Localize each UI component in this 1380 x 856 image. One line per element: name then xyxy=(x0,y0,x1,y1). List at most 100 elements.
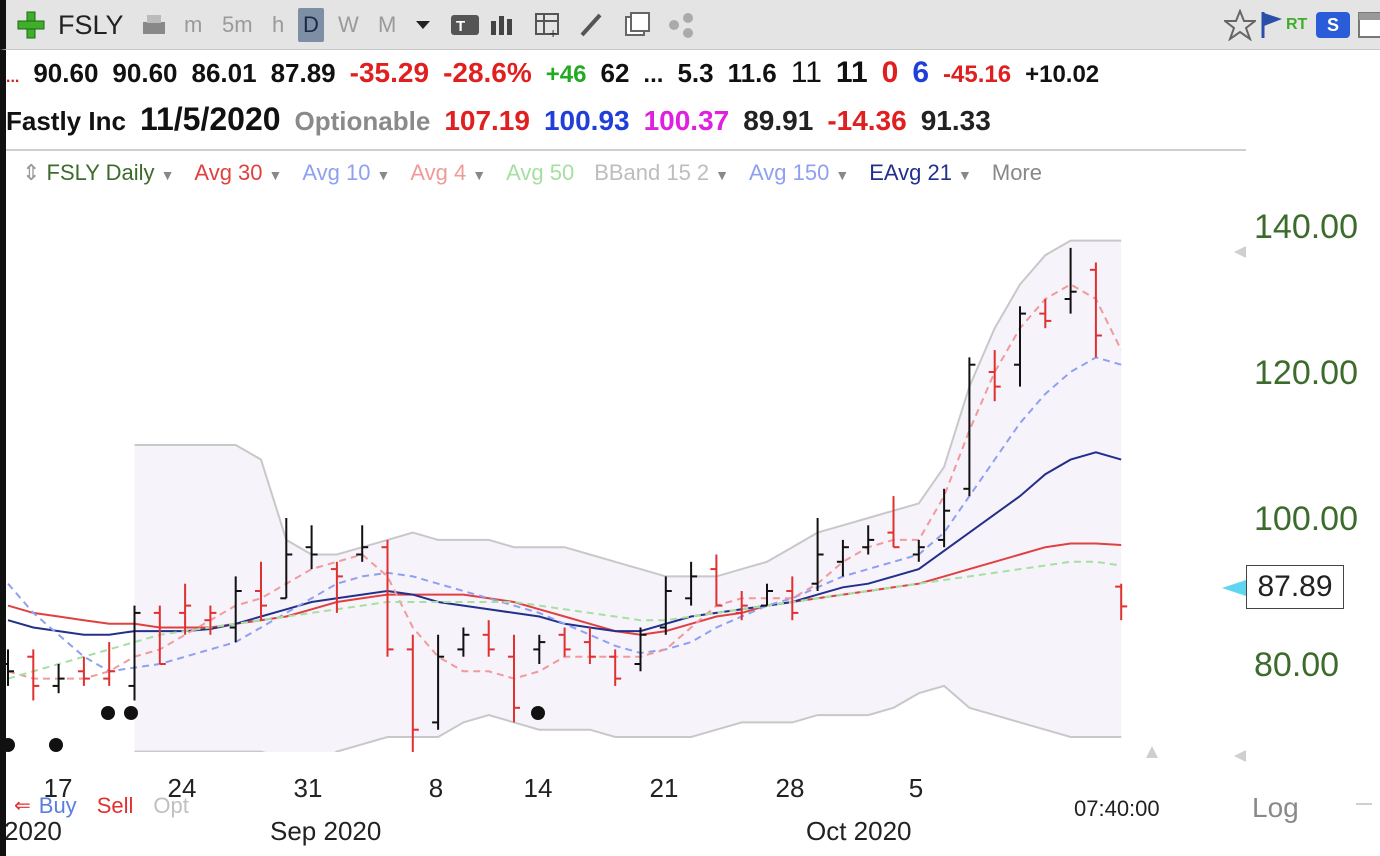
dropdown-icon[interactable]: ▼ xyxy=(958,167,972,183)
ohlc-bar xyxy=(280,518,293,600)
dropdown-icon[interactable]: ▼ xyxy=(835,167,850,183)
s-icon-label: S xyxy=(1316,12,1350,38)
period-weekly[interactable]: W xyxy=(338,12,359,37)
y-tick-label: 120.00 xyxy=(1254,354,1358,392)
quote-line2-8: 91.33 xyxy=(920,105,991,136)
ohlc-bar xyxy=(583,627,596,664)
legend-label: Avg 4 xyxy=(410,160,467,185)
quote-line1-2: 90.60 xyxy=(112,58,178,88)
legend-label: FSLY Daily xyxy=(46,160,155,185)
window-icon[interactable] xyxy=(1356,8,1380,42)
scroll-right-arrow[interactable] xyxy=(1234,246,1246,258)
window-left-border xyxy=(0,50,6,856)
series-line-bband-lower xyxy=(134,684,1122,752)
reorder-icon[interactable]: ⇕ xyxy=(22,160,47,185)
ohlc-bar xyxy=(887,496,900,549)
ohlc-bar xyxy=(988,350,1001,402)
scroll-right-arrow-lower[interactable] xyxy=(1234,750,1246,762)
scroll-up-arrow[interactable] xyxy=(1146,746,1158,758)
quote-line2-3: 107.19 xyxy=(444,105,530,136)
ohlc-bar xyxy=(330,561,343,613)
dropdown-arrow-icon[interactable] xyxy=(414,8,432,42)
x-tick-label: 31 xyxy=(294,773,323,803)
legend-label: Avg 10 xyxy=(302,160,371,185)
symbol-field[interactable]: FSLY xyxy=(58,9,124,40)
signal-dot xyxy=(101,706,115,720)
series-line-avg-30 xyxy=(7,542,1122,636)
series-line-bband-upper xyxy=(134,239,1122,578)
text-tool-icon[interactable]: T xyxy=(450,8,480,42)
legend-item-5[interactable]: BBand 15 2 ▼ xyxy=(594,160,729,186)
quote-line1-1: 90.60 xyxy=(33,58,99,88)
back-arrow-icon[interactable]: ⇐ xyxy=(14,795,31,817)
legend-item-4[interactable]: Avg 50 xyxy=(506,160,574,186)
period-daily[interactable]: D xyxy=(298,8,324,42)
plus-icon[interactable] xyxy=(16,8,46,42)
period-monthly[interactable]: M xyxy=(378,12,397,37)
flag-icon[interactable] xyxy=(1260,8,1284,42)
quote-line-1: ... 90.60 90.60 86.01 87.89 -35.29 -28.6% +46 62… xyxy=(6,56,1113,96)
ohlc-bar xyxy=(710,554,723,607)
quote-line1-9: ... xyxy=(643,61,664,88)
dropdown-icon[interactable]: ▼ xyxy=(715,167,730,183)
buy-button[interactable]: Buy xyxy=(38,793,77,818)
star-icon[interactable] xyxy=(1224,8,1256,42)
s-icon[interactable]: S xyxy=(1316,8,1350,42)
svg-text:T: T xyxy=(456,18,465,35)
ohlc-bar xyxy=(1115,583,1128,621)
period-minute[interactable]: m xyxy=(184,12,203,37)
ohlc-bar xyxy=(836,539,849,577)
y-tick-label: 140.00 xyxy=(1254,208,1358,246)
period-5minute[interactable]: 5m xyxy=(222,12,253,37)
ohlc-bar xyxy=(609,649,622,686)
legend-label: Avg 30 xyxy=(194,160,263,185)
quote-line2-6: 89.91 xyxy=(743,105,814,136)
legend-item-0[interactable]: ⇕ FSLY Daily ▼ xyxy=(22,160,174,186)
x-tick-label: 14 xyxy=(524,773,553,803)
rt-icon[interactable]: RT xyxy=(1286,16,1308,33)
notes-icon[interactable] xyxy=(622,8,652,42)
ohlc-bar xyxy=(77,656,90,686)
legend-item-1[interactable]: Avg 30 ▼ xyxy=(194,160,282,186)
ohlc-bar xyxy=(1089,262,1102,358)
legend-item-2[interactable]: Avg 10 ▼ xyxy=(302,160,390,186)
ohlc-bar xyxy=(6,649,14,686)
ohlc-bar xyxy=(533,634,546,664)
legend-item-6[interactable]: Avg 150 ▼ xyxy=(749,160,849,186)
last-price-marker xyxy=(1222,580,1246,596)
legend-item-8[interactable]: More xyxy=(992,160,1042,186)
table-icon[interactable]: + xyxy=(534,8,564,42)
legend-item-7[interactable]: EAvg 21 ▼ xyxy=(869,160,972,186)
legend-label: Avg 50 xyxy=(506,160,575,185)
ohlc-bar xyxy=(761,583,773,607)
sell-button[interactable]: Sell xyxy=(96,793,134,818)
ohlc-bar xyxy=(1064,247,1077,314)
dropdown-icon[interactable]: ▼ xyxy=(472,167,487,183)
dropdown-icon[interactable]: ▼ xyxy=(268,167,283,183)
dropdown-icon[interactable]: ▼ xyxy=(376,167,391,183)
period-hour[interactable]: h xyxy=(272,12,285,37)
quote-line2-1: 11/5/2020 xyxy=(139,101,281,137)
bar-chart-icon[interactable] xyxy=(488,8,518,42)
ohlc-bar xyxy=(963,357,976,497)
bband-fill xyxy=(134,240,1122,752)
quote-line1-4: 87.89 xyxy=(270,58,336,88)
ohlc-bar xyxy=(27,649,40,701)
dropdown-icon[interactable]: ▼ xyxy=(160,167,175,183)
opt-button[interactable]: Opt xyxy=(153,793,189,818)
legend-label: Avg 150 xyxy=(749,160,830,185)
quote-line1-5: -35.29 xyxy=(349,57,430,88)
legend-item-3[interactable]: Avg 4 ▼ xyxy=(410,160,486,186)
ohlc-bar xyxy=(406,634,419,752)
ohlc-bar xyxy=(938,488,951,548)
print-icon[interactable] xyxy=(140,8,168,42)
share-icon[interactable] xyxy=(666,8,698,42)
pencil-icon[interactable] xyxy=(578,8,606,42)
ohlc-bar xyxy=(912,539,925,562)
legend-label: BBand 15 2 xyxy=(594,160,710,185)
log-toggle[interactable]: Log xyxy=(1252,792,1299,823)
quote-line-2: Fastly Inc 11/5/2020 Optionable 107.19 100.9… xyxy=(6,101,1005,141)
quote-line1-7: +46 xyxy=(545,61,587,88)
